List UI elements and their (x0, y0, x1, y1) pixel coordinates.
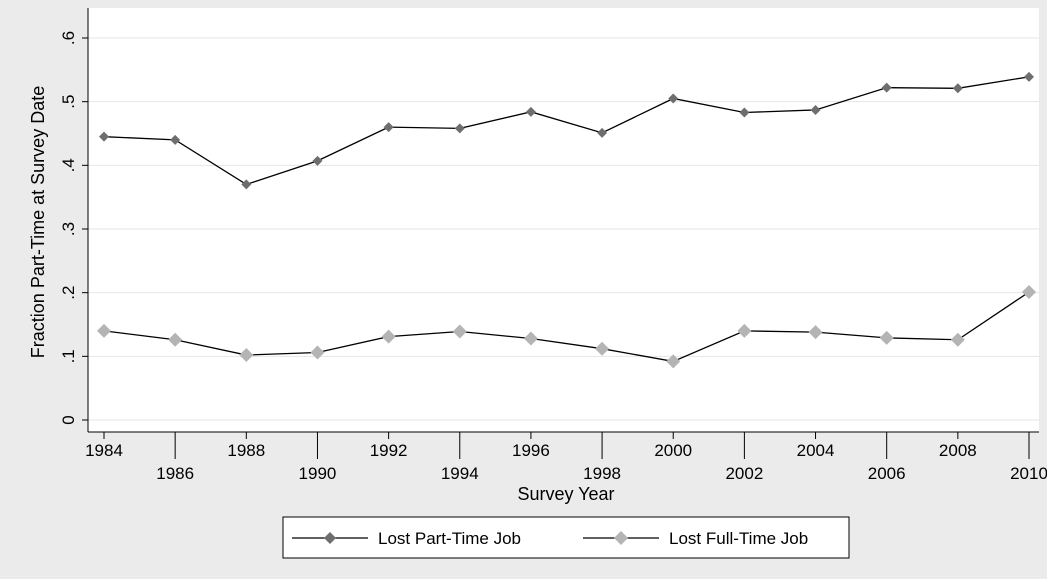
data-point (525, 106, 536, 117)
x-ticks: 1984 1986 1988 1990 1992 1994 1996 1998 2000 2002… (85, 432, 1047, 483)
x-tick-label: 2002 (725, 464, 763, 483)
data-point (1024, 71, 1034, 82)
data-point (881, 82, 892, 93)
x-tick-label: 1988 (227, 441, 265, 460)
x-tick-label: 1996 (512, 441, 550, 460)
legend-label-part-time: Lost Part-Time Job (378, 529, 521, 548)
legend-item-part-time: Lost Part-Time Job (292, 529, 521, 548)
data-point (1022, 285, 1036, 300)
y-tick-label: .1 (59, 349, 78, 363)
series-line (103, 291, 1030, 363)
y-tick-label: .6 (59, 31, 78, 45)
data-point (666, 354, 681, 369)
x-axis-title: Survey Year (517, 484, 614, 504)
x-tick-label: 2006 (868, 464, 906, 483)
data-point (310, 345, 325, 360)
data-point (312, 155, 323, 166)
x-tick-label: 2008 (939, 441, 977, 460)
x-tick-label: 1990 (299, 464, 337, 483)
y-tick-label: 0 (59, 415, 78, 424)
data-point (950, 332, 965, 347)
data-point (808, 325, 823, 340)
x-tick-label: 1992 (370, 441, 408, 460)
x-tick-label: 1994 (441, 464, 479, 483)
y-tick-label: .2 (59, 286, 78, 300)
x-tick-label: 1986 (156, 464, 194, 483)
data-point (879, 330, 894, 345)
data-point (241, 179, 252, 190)
series (97, 71, 1036, 369)
data-point (737, 323, 752, 338)
x-tick-label: 2000 (654, 441, 692, 460)
x-tick-label: 1984 (85, 441, 123, 460)
legend-marker-part-time (324, 532, 336, 544)
plot-area (88, 8, 1039, 432)
data-point (668, 93, 679, 104)
data-point (597, 127, 608, 138)
legend-marker-full-time (614, 531, 628, 545)
data-point (383, 122, 394, 133)
y-tick-label: .4 (59, 158, 78, 172)
series-line (103, 76, 1030, 186)
legend-box (282, 516, 850, 559)
legend: Lost Part-Time Job Lost Full-Time Job (282, 516, 850, 559)
data-point (595, 341, 610, 356)
legend-item-full-time: Lost Full-Time Job (583, 529, 808, 548)
data-point (523, 331, 538, 346)
data-point (97, 323, 111, 338)
y-axis-title: Fraction Part-Time at Survey Date (28, 86, 48, 358)
x-tick-label: 1998 (583, 464, 621, 483)
data-point (452, 324, 467, 339)
x-tick-label: 2004 (797, 441, 835, 460)
data-point (99, 131, 109, 142)
y-tick-label: .3 (59, 222, 78, 236)
y-tick-label: .5 (59, 95, 78, 109)
data-point (170, 134, 181, 145)
data-point (810, 104, 821, 115)
data-point (239, 348, 254, 363)
legend-label-full-time: Lost Full-Time Job (669, 529, 808, 548)
y-ticks: 0 .1 .2 .3 .4 .5 .6 (59, 31, 88, 425)
data-point (952, 83, 963, 94)
series-part-time (99, 71, 1034, 190)
data-point (739, 107, 750, 118)
x-tick-label: 2010 (1010, 464, 1047, 483)
data-point (454, 123, 465, 134)
data-point (381, 329, 396, 344)
series-full-time (97, 285, 1036, 369)
data-point (168, 332, 183, 347)
